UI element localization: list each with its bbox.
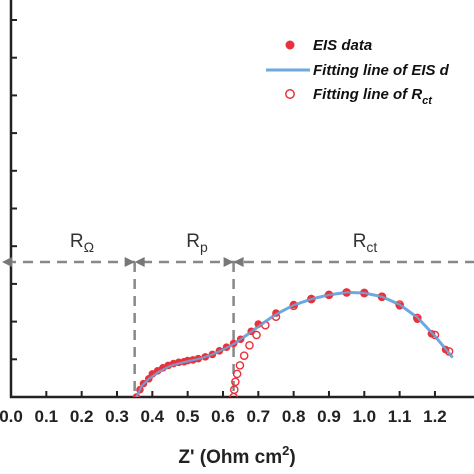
rct-fit-point (229, 385, 239, 395)
x-tick-label: 0.4 (140, 407, 164, 426)
x-tick-label: 0.8 (282, 407, 306, 426)
x-tick-label: 1.2 (423, 407, 447, 426)
region-label: RΩ (70, 231, 94, 255)
region-annotations: RΩ Rp Rct (2, 231, 474, 397)
region-arrow-right (233, 257, 244, 267)
rct-fit-point (231, 377, 240, 387)
rct-fit-point (252, 330, 261, 340)
legend-label: EIS data (313, 37, 372, 54)
legend: EIS data Fitting line of EIS d Fitting lin… (266, 37, 450, 107)
region-arrow-left (124, 257, 135, 267)
region-label: Rp (186, 231, 208, 255)
x-tick-label: 0.2 (70, 407, 94, 426)
region-arrow-right (134, 257, 145, 267)
rct-fit-point (245, 341, 254, 350)
region-arrow-start (2, 257, 12, 267)
rct-fit-point (239, 351, 249, 360)
legend-label: Fitting line of Rct (313, 86, 433, 107)
x-tick-label: 0.7 (246, 407, 270, 426)
x-tick-label: 0.3 (105, 407, 129, 426)
x-axis-title: Z' (Ohm cm2) (178, 443, 295, 468)
rct-fit-point (235, 361, 245, 370)
rct-fit-point (232, 369, 242, 379)
x-tick-label: 0.5 (176, 407, 200, 426)
region-arrow-left (223, 257, 234, 267)
x-tick-label: 1.1 (388, 407, 412, 426)
series-line-eis-fit-overlay (135, 291, 454, 397)
series-layer (132, 288, 454, 397)
legend-marker-eis-data (285, 40, 295, 50)
x-tick-label: 1.0 (352, 407, 376, 426)
x-tick-label: 0.0 (0, 407, 23, 426)
region-label: Rct (353, 231, 378, 255)
x-tick-label: 0.1 (35, 407, 59, 426)
x-tick-label: 0.9 (317, 407, 341, 426)
legend-label: Fitting line of EIS d (313, 62, 450, 79)
legend-marker-rct-fit (285, 89, 295, 99)
x-ticks: 0.0 0.1 0.2 0.3 0.4 0.5 0.6 0.7 0.8 0.9 1.0 1.1 1.2 (0, 391, 447, 426)
x-tick-label: 0.6 (211, 407, 235, 426)
